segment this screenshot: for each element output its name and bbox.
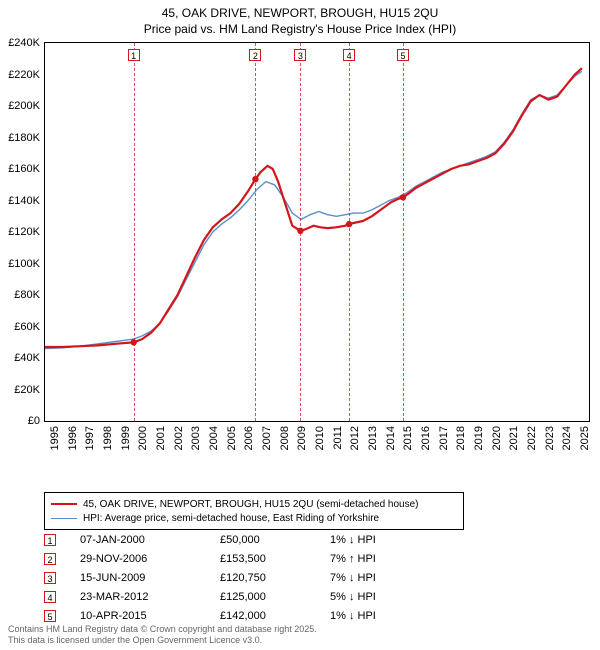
marker-box: 4 [343, 49, 355, 61]
marker-box: 3 [294, 49, 306, 61]
x-tick-label: 2022 [526, 426, 538, 450]
x-tick-label: 2001 [155, 426, 167, 450]
y-tick-label: £80K [0, 289, 40, 301]
y-tick-label: £160K [0, 163, 40, 175]
table-row: 1 07-JAN-2000£50,0001% ↓ HPI [44, 530, 450, 549]
legend-swatch [51, 518, 77, 519]
x-tick-label: 1997 [84, 426, 96, 450]
x-tick-label: 2003 [190, 426, 202, 450]
series-hpi [45, 71, 582, 348]
x-tick-label: 2017 [438, 426, 450, 450]
x-tick-label: 2018 [455, 426, 467, 450]
row-marker: 1 [44, 534, 56, 546]
x-tick-label: 2011 [332, 426, 344, 450]
row-date: 07-JAN-2000 [80, 534, 220, 546]
x-tick-label: 2023 [544, 426, 556, 450]
y-tick-label: £60K [0, 321, 40, 333]
plot-region: 1 2 3 4 5 [44, 42, 590, 422]
y-tick-label: £180K [0, 132, 40, 144]
x-tick-label: 1998 [102, 426, 114, 450]
row-price: £142,000 [220, 610, 330, 622]
x-tick-label: 2012 [349, 426, 361, 450]
y-tick-label: £220K [0, 69, 40, 81]
series-price-paid [45, 68, 582, 347]
x-tick-label: 2015 [402, 426, 414, 450]
marker-box: 2 [249, 49, 261, 61]
row-delta: 7% ↓ HPI [330, 572, 450, 584]
footer-line-2: This data is licensed under the Open Gov… [8, 635, 317, 646]
row-date: 10-APR-2015 [80, 610, 220, 622]
y-tick-label: £200K [0, 100, 40, 112]
y-tick-label: £20K [0, 384, 40, 396]
y-tick-label: £100K [0, 258, 40, 270]
row-delta: 1% ↓ HPI [330, 534, 450, 546]
row-marker: 4 [44, 591, 56, 603]
x-tick-label: 2013 [367, 426, 379, 450]
table-row: 3 15-JUN-2009£120,7507% ↓ HPI [44, 568, 450, 587]
x-tick-label: 1996 [67, 426, 79, 450]
legend-swatch [51, 503, 77, 505]
legend-label: 45, OAK DRIVE, NEWPORT, BROUGH, HU15 2QU… [83, 499, 418, 510]
series-svg [45, 43, 589, 421]
y-tick-label: £240K [0, 37, 40, 49]
chart-title: 45, OAK DRIVE, NEWPORT, BROUGH, HU15 2QU… [0, 0, 600, 37]
marker-vline [403, 43, 404, 421]
x-tick-label: 2008 [279, 426, 291, 450]
y-tick-label: £0 [0, 415, 40, 427]
title-line-2: Price paid vs. HM Land Registry's House … [0, 22, 600, 38]
row-price: £125,000 [220, 591, 330, 603]
x-tick-label: 2007 [261, 426, 273, 450]
marker-box: 1 [128, 49, 140, 61]
x-tick-label: 2021 [508, 426, 520, 450]
page: 45, OAK DRIVE, NEWPORT, BROUGH, HU15 2QU… [0, 0, 600, 650]
x-tick-label: 2024 [561, 426, 573, 450]
x-tick-label: 2004 [208, 426, 220, 450]
marker-vline [349, 43, 350, 421]
title-line-1: 45, OAK DRIVE, NEWPORT, BROUGH, HU15 2QU [0, 6, 600, 22]
row-date: 23-MAR-2012 [80, 591, 220, 603]
legend: 45, OAK DRIVE, NEWPORT, BROUGH, HU15 2QU… [44, 492, 464, 530]
x-tick-label: 1999 [120, 426, 132, 450]
row-price: £50,000 [220, 534, 330, 546]
chart-area: 1 2 3 4 5 [44, 42, 590, 450]
y-tick-label: £120K [0, 226, 40, 238]
row-date: 29-NOV-2006 [80, 553, 220, 565]
row-marker: 5 [44, 610, 56, 622]
x-tick-label: 2025 [579, 426, 591, 450]
table-row: 4 23-MAR-2012£125,0005% ↓ HPI [44, 587, 450, 606]
x-tick-label: 2019 [473, 426, 485, 450]
y-tick-label: £140K [0, 195, 40, 207]
x-tick-label: 2000 [137, 426, 149, 450]
x-tick-label: 2016 [420, 426, 432, 450]
footer-line-1: Contains HM Land Registry data © Crown c… [8, 624, 317, 635]
x-tick-label: 2020 [491, 426, 503, 450]
legend-label: HPI: Average price, semi-detached house,… [83, 513, 379, 524]
row-marker: 2 [44, 553, 56, 565]
row-date: 15-JUN-2009 [80, 572, 220, 584]
x-tick-label: 2002 [173, 426, 185, 450]
marker-vline [134, 43, 135, 421]
row-marker: 3 [44, 572, 56, 584]
row-price: £120,750 [220, 572, 330, 584]
marker-box: 5 [397, 49, 409, 61]
legend-row: HPI: Average price, semi-detached house,… [51, 511, 457, 525]
y-tick-label: £40K [0, 352, 40, 364]
row-delta: 7% ↑ HPI [330, 553, 450, 565]
table-row: 5 10-APR-2015£142,0001% ↓ HPI [44, 606, 450, 625]
marker-vline [300, 43, 301, 421]
transactions-table: 107-JAN-2000£50,0001% ↓ HPI229-NOV-2006£… [44, 530, 450, 625]
x-tick-label: 2014 [385, 426, 397, 450]
footer-attribution: Contains HM Land Registry data © Crown c… [8, 624, 317, 646]
row-price: £153,500 [220, 553, 330, 565]
x-tick-label: 1995 [49, 426, 61, 450]
table-row: 2 29-NOV-2006£153,5007% ↑ HPI [44, 549, 450, 568]
legend-row: 45, OAK DRIVE, NEWPORT, BROUGH, HU15 2QU… [51, 497, 457, 511]
x-tick-label: 2010 [314, 426, 326, 450]
x-tick-label: 2009 [296, 426, 308, 450]
x-tick-label: 2005 [226, 426, 238, 450]
marker-vline [255, 43, 256, 421]
row-delta: 1% ↓ HPI [330, 610, 450, 622]
x-tick-label: 2006 [243, 426, 255, 450]
row-delta: 5% ↓ HPI [330, 591, 450, 603]
